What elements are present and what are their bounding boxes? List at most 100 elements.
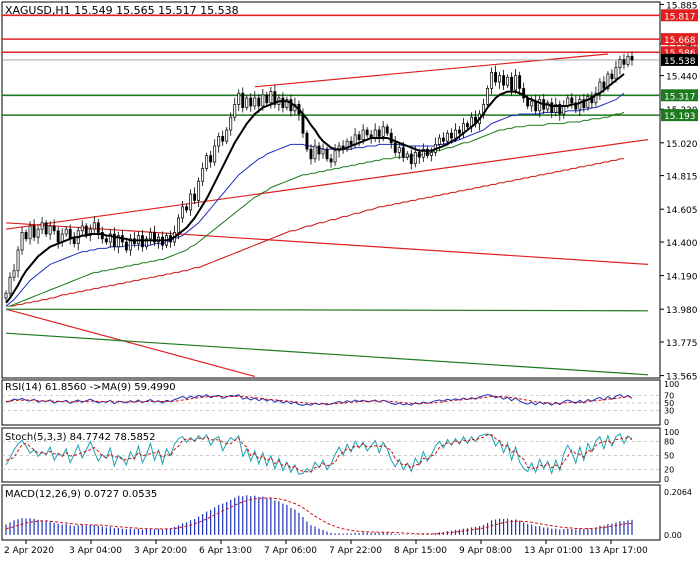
chart-title: XAGUSD,H1 15.549 15.565 15.517 15.538	[5, 4, 239, 17]
candle-body	[100, 232, 104, 240]
candle-body	[445, 132, 449, 142]
time-tick-label: 7 Apr 22:00	[329, 546, 382, 556]
stoch-signal-line	[5, 434, 633, 473]
candle-body	[128, 238, 132, 251]
candle-body	[630, 56, 634, 61]
candle-body	[153, 232, 156, 243]
level-label-bg	[661, 53, 698, 66]
candle-body	[385, 126, 389, 134]
candle-body	[8, 276, 12, 294]
candle-body	[570, 97, 574, 104]
candle-body	[189, 193, 193, 211]
candle-body	[313, 145, 317, 160]
candle-body	[149, 232, 152, 240]
candle-body	[393, 142, 397, 153]
candle-body	[84, 225, 88, 236]
level-label: 15.538	[664, 57, 696, 67]
candle-body	[417, 152, 421, 158]
price-tick-label: 15.885	[666, 1, 698, 11]
price-tick-label: 13.980	[666, 306, 698, 316]
price-tick-label: 15.020	[666, 140, 698, 150]
candle-body	[349, 140, 353, 145]
macd-panel	[1, 484, 661, 541]
candle-body	[321, 148, 325, 155]
candle-body	[546, 102, 550, 110]
level-label-bg	[661, 33, 698, 46]
level-label: 15.193	[664, 112, 696, 122]
candle-body	[265, 94, 269, 104]
candle-body	[490, 72, 493, 89]
candle-body	[325, 148, 329, 160]
indicator-tick-label: 20	[664, 466, 674, 475]
candle-body	[361, 129, 365, 140]
candle-body	[562, 105, 566, 115]
ma-slow-line	[6, 111, 625, 307]
level-label: 15.317	[664, 92, 696, 102]
trendline	[5, 308, 649, 312]
level-label: 15.817	[664, 12, 696, 22]
macd-tick-label: 0.00	[664, 531, 682, 540]
candle-body	[269, 91, 273, 104]
main-panel	[1, 1, 661, 379]
candle-body	[245, 97, 249, 108]
time-tick-label: 3 Apr 04:00	[69, 546, 122, 556]
candle-body	[273, 91, 277, 105]
indicator-tick-label: 0	[664, 418, 669, 427]
candle-body	[285, 99, 289, 108]
price-tick-label: 14.400	[666, 239, 698, 249]
candle-body	[197, 180, 201, 201]
candle-body	[281, 97, 285, 108]
candle-body	[112, 233, 116, 248]
candle-body	[466, 123, 469, 128]
time-tick-label: 13 Apr 01:00	[524, 546, 583, 556]
candle-body	[610, 73, 614, 80]
macd-signal-line	[5, 497, 633, 535]
rsi-plot	[2, 394, 660, 412]
candle-body	[257, 97, 261, 107]
candle-body	[241, 92, 245, 108]
candle-body	[305, 132, 309, 150]
candle-body	[510, 76, 514, 91]
candle-body	[602, 81, 606, 89]
indicator-tick-label: 100	[664, 428, 679, 437]
candle-body	[381, 126, 385, 137]
ma-long-line	[6, 158, 624, 307]
candle-body	[554, 104, 558, 113]
candle-body	[373, 129, 377, 139]
candle-body	[329, 158, 333, 163]
candle-body	[397, 147, 401, 153]
candle-body	[486, 88, 489, 105]
macd-plot	[5, 495, 633, 535]
candle-body	[309, 148, 313, 160]
price-tick-label: 14.190	[666, 273, 698, 283]
rsi-line	[5, 394, 633, 406]
candle-body	[80, 225, 84, 232]
candle-body	[365, 129, 369, 136]
ma-fast-line	[5, 73, 625, 304]
candle-body	[249, 97, 253, 107]
candle-body	[594, 92, 598, 104]
candle-body	[16, 249, 20, 272]
indicator-tick-label: 80	[664, 437, 674, 446]
candle-body	[44, 222, 48, 235]
price-tick-label: 13.775	[666, 339, 698, 349]
price-tick-label: 15.640	[666, 41, 698, 51]
indicator-tick-label: 50	[664, 452, 674, 461]
candle-body	[502, 75, 506, 86]
candle-body	[193, 193, 197, 201]
candle-body	[4, 292, 8, 299]
candle-body	[48, 225, 52, 235]
candle-body	[24, 232, 28, 240]
candle-body	[534, 100, 538, 112]
candle-body	[377, 129, 381, 137]
time-tick-label: 9 Apr 08:00	[459, 546, 512, 556]
candle-body	[586, 96, 590, 108]
candle-body	[582, 99, 586, 108]
macd-label: MACD(12,26,9) 0.0727 0.0535	[5, 489, 157, 500]
candle-body	[213, 145, 217, 163]
level-label: 15.668	[664, 36, 696, 46]
candle-body	[233, 104, 237, 118]
candle-body	[421, 148, 425, 158]
indicator-tick-label: 50	[664, 399, 674, 408]
candle-body	[92, 222, 96, 230]
